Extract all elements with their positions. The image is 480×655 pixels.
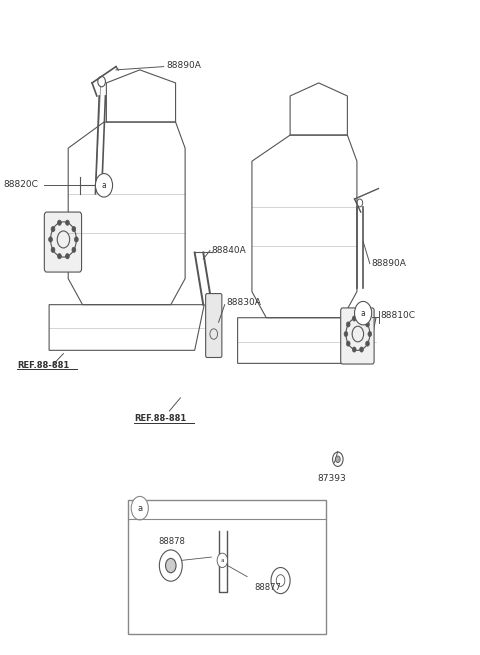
Circle shape (131, 496, 148, 520)
Circle shape (336, 456, 340, 462)
Circle shape (346, 341, 350, 346)
Text: 88877: 88877 (254, 582, 281, 591)
Circle shape (58, 220, 61, 225)
Text: a: a (102, 181, 107, 190)
FancyBboxPatch shape (341, 308, 374, 364)
Text: a: a (361, 309, 365, 318)
Circle shape (360, 347, 363, 352)
Circle shape (48, 237, 52, 242)
Text: 88890A: 88890A (371, 259, 406, 268)
Circle shape (271, 567, 290, 593)
Text: a: a (221, 558, 224, 563)
Text: 88820C: 88820C (3, 179, 38, 189)
Circle shape (355, 301, 372, 325)
Text: 88890A: 88890A (166, 61, 201, 70)
Bar (128, 500, 326, 634)
Circle shape (96, 174, 113, 197)
Text: 87393: 87393 (318, 474, 347, 483)
Circle shape (58, 253, 61, 259)
Circle shape (159, 550, 182, 581)
Circle shape (366, 322, 370, 327)
Circle shape (72, 247, 76, 252)
Circle shape (51, 247, 55, 252)
Circle shape (72, 227, 76, 232)
Circle shape (166, 558, 176, 572)
Circle shape (74, 237, 78, 242)
Circle shape (276, 574, 285, 586)
Circle shape (51, 227, 55, 232)
Text: 88810C: 88810C (381, 311, 416, 320)
Circle shape (344, 331, 348, 337)
Text: 88830A: 88830A (227, 298, 262, 307)
FancyBboxPatch shape (44, 212, 82, 272)
Text: 88840A: 88840A (211, 246, 246, 255)
Circle shape (217, 553, 228, 567)
Circle shape (346, 322, 350, 327)
Text: REF.88-881: REF.88-881 (17, 361, 70, 370)
Circle shape (352, 316, 356, 321)
Circle shape (65, 253, 69, 259)
Text: a: a (137, 504, 143, 513)
FancyBboxPatch shape (205, 293, 222, 358)
Circle shape (366, 341, 370, 346)
Circle shape (352, 347, 356, 352)
Text: REF.88-881: REF.88-881 (134, 415, 186, 423)
Circle shape (65, 220, 69, 225)
Circle shape (368, 331, 372, 337)
Text: 88878: 88878 (158, 537, 185, 546)
Circle shape (360, 316, 363, 321)
